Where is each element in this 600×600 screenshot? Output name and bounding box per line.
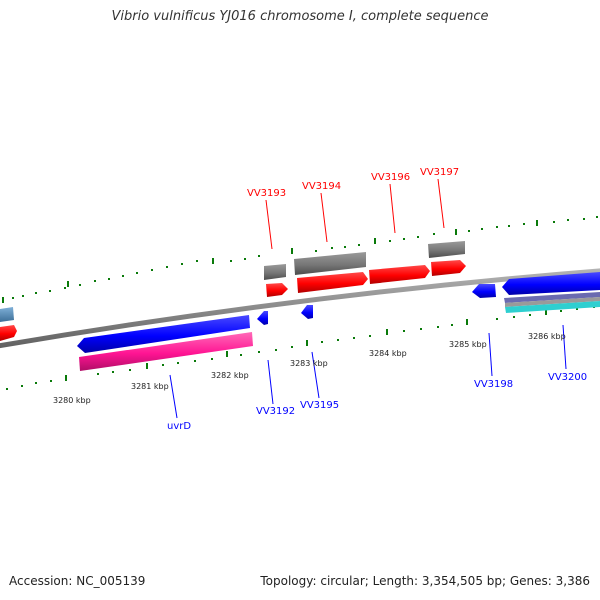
teal-feature[interactable]: [505, 301, 600, 313]
gene-VV3196[interactable]: [369, 265, 430, 284]
scale-label: 3286 kbp: [528, 332, 566, 341]
reverse-label-leaders: [169, 324, 567, 419]
scale-labels: 3280 kbp 3281 kbp 3282 kbp 3283 kbp 3284…: [53, 332, 566, 405]
feature-stripe[interactable]: [504, 292, 600, 303]
accession-text: Accession: NC_005139: [9, 574, 146, 588]
reverse-genes: [0, 272, 600, 353]
forward-genes: [0, 260, 466, 341]
gray-feature[interactable]: [264, 264, 286, 280]
feature-stripe[interactable]: [505, 297, 600, 307]
gene-label-VV3200[interactable]: VV3200: [548, 372, 587, 383]
gray-feature[interactable]: [428, 241, 465, 258]
genome-summary-text: Topology: circular; Length: 3,354,505 bp…: [260, 574, 590, 588]
reverse-tick-ruler: [6, 306, 595, 390]
inner-features: [79, 292, 600, 371]
gene-label-VV3196[interactable]: VV3196: [371, 172, 410, 183]
gray-features: [264, 241, 465, 280]
gene-uvrD[interactable]: [77, 315, 250, 353]
gene-label-VV3198[interactable]: VV3198: [474, 379, 513, 390]
forward-label-leaders: [265, 178, 445, 250]
gene-feature[interactable]: [0, 307, 14, 322]
genome-backbone: [0, 268, 600, 349]
gene-VV3197[interactable]: [431, 260, 466, 276]
gene-VV3193[interactable]: [266, 283, 288, 297]
page-title: Vibrio vulnificus YJ016 chromosome I, co…: [111, 9, 489, 24]
forward-gene-labels: VV3193 VV3194 VV3196 VV3197: [247, 167, 459, 199]
gene-feature[interactable]: [0, 325, 17, 341]
forward-tick-ruler: [2, 216, 598, 303]
gene-VV3194[interactable]: [297, 272, 368, 293]
gray-feature[interactable]: [294, 252, 366, 275]
gene-label-VV3193[interactable]: VV3193: [247, 188, 286, 199]
gene-VV3198[interactable]: [472, 284, 496, 298]
pink-feature[interactable]: [79, 332, 253, 371]
scale-label: 3284 kbp: [369, 349, 407, 358]
gene-label-VV3192[interactable]: VV3192: [256, 406, 295, 417]
scale-label: 3282 kbp: [211, 371, 249, 380]
scale-label: 3280 kbp: [53, 396, 91, 405]
gene-VV3192[interactable]: [257, 311, 268, 325]
scale-label: 3283 kbp: [290, 359, 328, 368]
gene-label-VV3197[interactable]: VV3197: [420, 167, 459, 178]
scale-label: 3281 kbp: [131, 382, 169, 391]
gene-VV3200[interactable]: [502, 272, 600, 295]
scale-label: 3285 kbp: [449, 340, 487, 349]
gene-label-uvrD[interactable]: uvrD: [167, 421, 191, 432]
gene-label-VV3195[interactable]: VV3195: [300, 400, 339, 411]
reverse-gene-labels: uvrD VV3192 VV3195 VV3198 VV3200: [167, 372, 587, 432]
gene-VV3195[interactable]: [301, 305, 313, 319]
gene-label-VV3194[interactable]: VV3194: [302, 181, 341, 192]
